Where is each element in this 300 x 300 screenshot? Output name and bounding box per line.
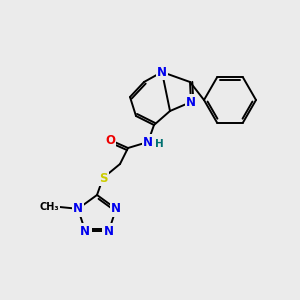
- Text: CH₃: CH₃: [39, 202, 59, 212]
- Text: N: N: [73, 202, 83, 215]
- Text: H: H: [154, 139, 164, 149]
- Text: O: O: [105, 134, 115, 146]
- Text: N: N: [111, 202, 121, 215]
- Text: N: N: [143, 136, 153, 148]
- Text: N: N: [104, 225, 114, 238]
- Text: N: N: [186, 95, 196, 109]
- Text: N: N: [80, 225, 90, 238]
- Text: S: S: [99, 172, 107, 184]
- Text: N: N: [157, 65, 167, 79]
